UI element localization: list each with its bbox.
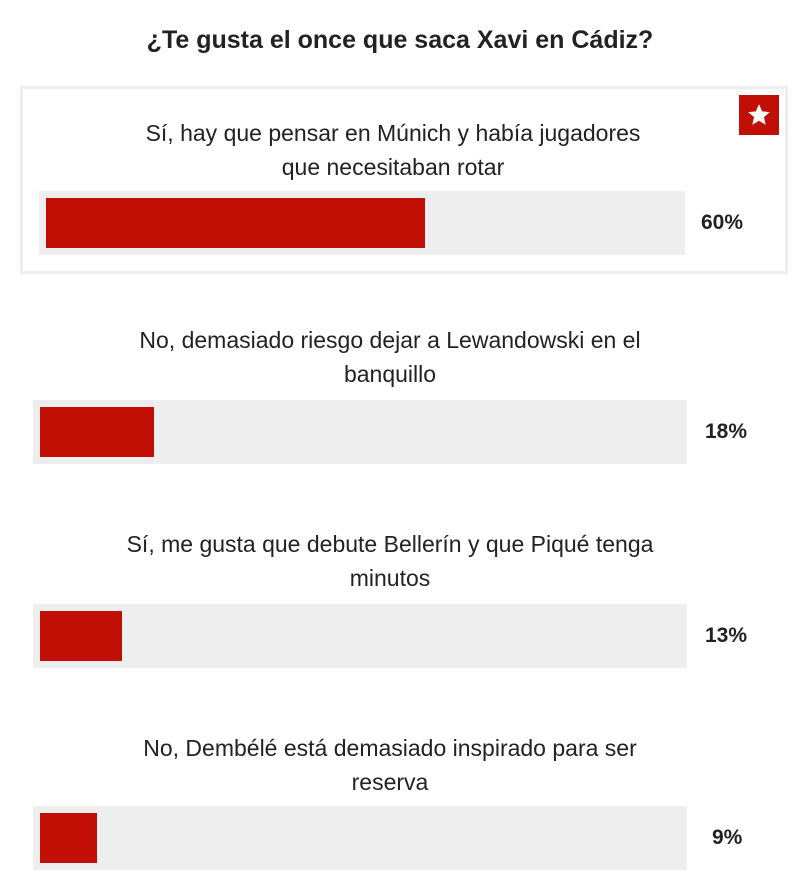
result-bar-fill [46, 198, 425, 248]
option-label: No, Dembélé está demasiado inspirado par… [20, 731, 760, 799]
option-label-line1: Sí, me gusta que debute Bellerín y que P… [126, 531, 654, 557]
poll-option-2[interactable]: No, demasiado riesgo dejar a Lewandowski… [20, 296, 788, 476]
result-percent: 60% [701, 211, 744, 234]
result-percent: 13% [705, 624, 748, 647]
result-bar-fill [40, 813, 97, 863]
result-bar-track [33, 400, 687, 464]
option-label-line2: minutos [349, 565, 431, 591]
result-percent: 9% [712, 826, 743, 849]
selected-badge [739, 95, 779, 135]
option-label-line1: No, Dembélé está demasiado inspirado par… [143, 735, 637, 761]
poll-title: ¿Te gusta el once que saca Xavi en Cádiz… [146, 26, 654, 54]
poll-option-3[interactable]: Sí, me gusta que debute Bellerín y que P… [20, 500, 788, 680]
poll-option-1[interactable]: Sí, hay que pensar en Múnich y había jug… [20, 86, 788, 274]
poll-option-4[interactable]: No, Dembélé está demasiado inspirado par… [20, 704, 788, 884]
result-bar-fill [40, 407, 154, 457]
result-bar-track [39, 191, 685, 255]
option-label-line2: reserva [351, 769, 429, 795]
option-label-line2: que necesitaban rotar [281, 154, 505, 180]
option-label-line2: banquillo [343, 361, 437, 387]
option-label: Sí, hay que pensar en Múnich y había jug… [23, 116, 763, 184]
result-percent: 18% [705, 420, 748, 443]
result-bar-fill [40, 611, 122, 661]
result-bar-track [33, 604, 687, 668]
option-label: Sí, me gusta que debute Bellerín y que P… [20, 527, 760, 595]
star-icon [748, 104, 770, 125]
option-label-line1: No, demasiado riesgo dejar a Lewandowski… [139, 327, 641, 353]
option-label-line1: Sí, hay que pensar en Múnich y había jug… [145, 120, 641, 146]
result-bar-track [33, 806, 687, 870]
option-label: No, demasiado riesgo dejar a Lewandowski… [20, 323, 760, 391]
